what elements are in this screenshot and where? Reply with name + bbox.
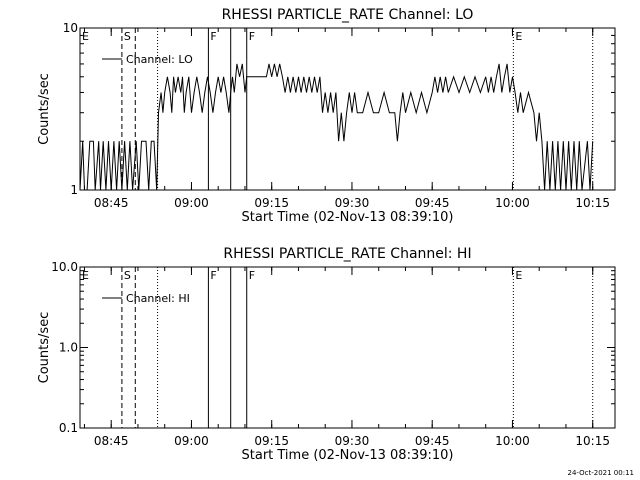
chart-1-xtick-label-2: 09:15 xyxy=(254,196,289,210)
chart-1-legend-label: Channel: LO xyxy=(126,53,193,66)
chart-1-ytick-label-1: 10 xyxy=(63,21,78,35)
chart-2-title: RHESSI PARTICLE_RATE Channel: HI xyxy=(223,246,471,262)
chart-1-xtick-label-6: 10:15 xyxy=(575,196,610,210)
chart-1-xtick-label-3: 09:30 xyxy=(335,196,370,210)
chart-2-marker-label-1: S xyxy=(124,269,131,282)
chart-1-marker-label-1: S xyxy=(124,30,131,43)
plot-timestamp: 24-Oct-2021 00:11 xyxy=(567,469,634,477)
chart-1-marker-label-7: E xyxy=(515,30,522,43)
chart-1-xtick-label-1: 09:00 xyxy=(174,196,209,210)
chart-1-series-line-0 xyxy=(79,63,594,191)
chart-1-marker-label-6: F xyxy=(249,30,255,43)
chart-1-y-axis-label: Counts/sec xyxy=(37,73,52,145)
chart-1-marker-label-0: E xyxy=(82,30,89,43)
chart-2-xtick-label-5: 10:00 xyxy=(495,434,530,448)
chart-2-marker-label-0: E xyxy=(82,269,89,282)
chart-2-ytick-label-0: 0.1 xyxy=(59,421,78,435)
chart-2-marker-label-4: F xyxy=(210,269,216,282)
chart-2-xtick-label-4: 09:45 xyxy=(415,434,450,448)
chart-2-xtick-label-6: 10:15 xyxy=(575,434,610,448)
chart-1-xtick-label-5: 10:00 xyxy=(495,196,530,210)
chart-2-x-axis-label: Start Time (02-Nov-13 08:39:10) xyxy=(242,448,454,463)
chart-2-xtick-label-0: 08:45 xyxy=(94,434,129,448)
chart-2-ytick-label-2: 10.0 xyxy=(51,260,78,274)
chart-2-legend-label: Channel: HI xyxy=(126,292,190,305)
chart-1-xtick-label-4: 09:45 xyxy=(415,196,450,210)
chart-1-title: RHESSI PARTICLE_RATE Channel: LO xyxy=(222,7,474,23)
chart-2-ytick-label-1: 1.0 xyxy=(59,341,78,355)
chart-1-marker-label-4: F xyxy=(210,30,216,43)
chart-1-x-axis-label: Start Time (02-Nov-13 08:39:10) xyxy=(242,210,454,225)
chart-2-y-axis-label: Counts/sec xyxy=(37,312,52,384)
chart-2-xtick-label-3: 09:30 xyxy=(335,434,370,448)
chart-2-xtick-label-2: 09:15 xyxy=(254,434,289,448)
chart-2-xtick-label-1: 09:00 xyxy=(174,434,209,448)
chart-2-marker-label-6: F xyxy=(249,269,255,282)
chart-2-marker-label-7: E xyxy=(515,269,522,282)
chart-1-ytick-label-0: 1 xyxy=(70,183,78,197)
chart-1-xtick-label-0: 08:45 xyxy=(94,196,129,210)
